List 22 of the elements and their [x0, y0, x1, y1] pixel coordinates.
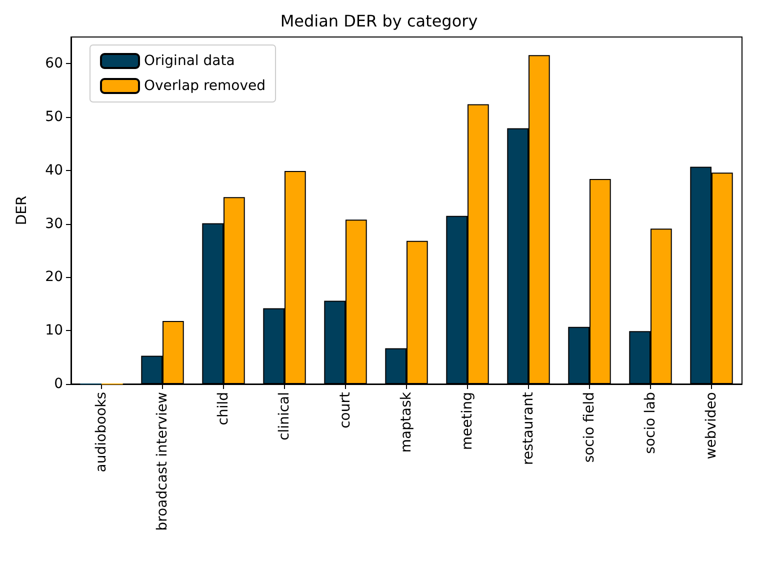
y-tick-label: 40 [45, 162, 63, 178]
y-tick-label: 50 [45, 109, 63, 126]
x-tick-label: clinical [276, 392, 292, 440]
y-tick-label: 60 [45, 56, 63, 72]
x-tick-label: socio field [582, 392, 598, 463]
y-axis-title: DER [14, 196, 30, 226]
legend-label: Overlap removed [144, 78, 266, 94]
y-tick-label: 30 [45, 216, 63, 232]
y-tick-label: 10 [45, 322, 63, 339]
x-tick-label: restaurant [520, 391, 536, 465]
chart-title: Median DER by category [280, 12, 478, 30]
x-tick-label: meeting [460, 392, 476, 450]
x-tick-label: broadcast interview [154, 392, 170, 531]
x-tick-label: court [338, 392, 354, 428]
x-tick-label: maptask [398, 391, 414, 453]
y-tick-label: 20 [45, 269, 63, 286]
y-tick-label: 0 [54, 376, 63, 392]
x-tick-label: audiobooks [94, 392, 110, 472]
legend-label: Original data [144, 53, 235, 69]
x-tick-label: child [216, 392, 232, 426]
x-tick-label: socio lab [642, 392, 658, 454]
x-tick-label: webvideo [704, 392, 720, 460]
